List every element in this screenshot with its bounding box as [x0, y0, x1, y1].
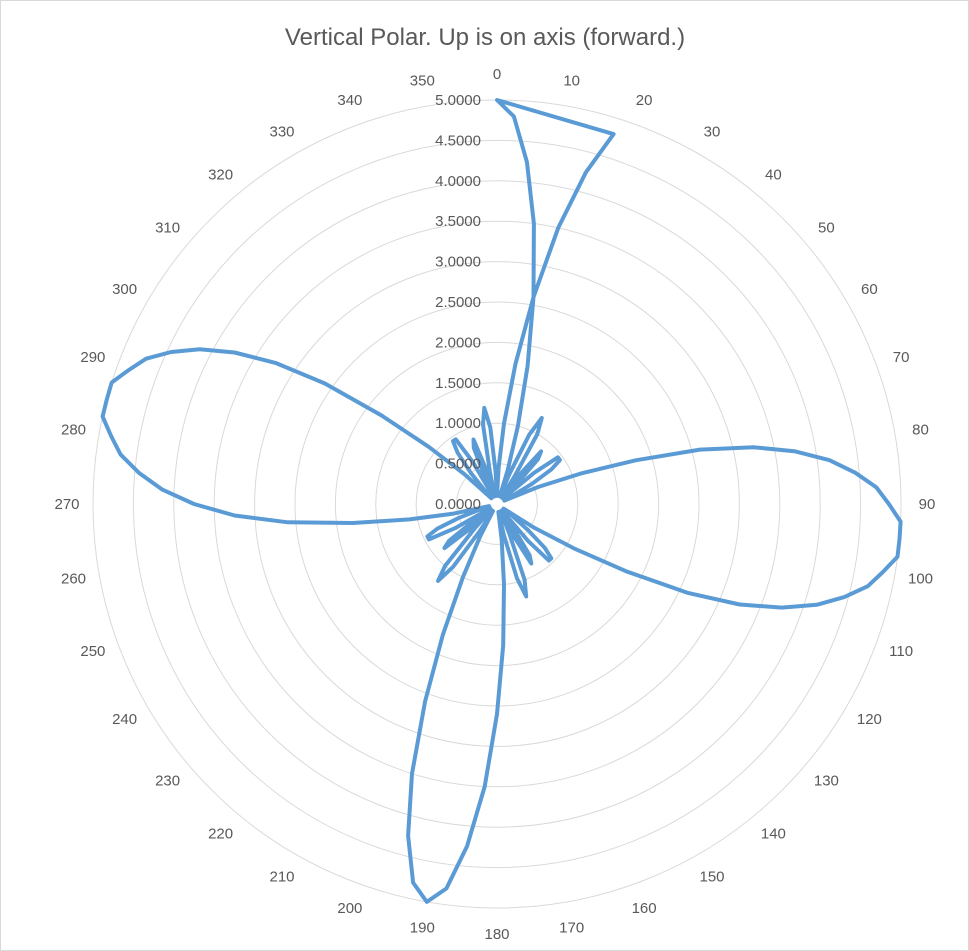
grid-ring	[375, 382, 619, 626]
angle-tick-label: 150	[699, 868, 724, 885]
radial-tick-label: 5.0000	[435, 92, 481, 109]
radial-tick-label: 3.5000	[435, 213, 481, 230]
radial-tick-label: 2.0000	[435, 334, 481, 351]
angle-tick-label: 80	[912, 421, 929, 438]
angle-tick-label: 140	[761, 825, 786, 842]
series-line	[100, 98, 903, 904]
angle-tick-label: 340	[337, 92, 362, 109]
radial-tick-label: 4.5000	[435, 132, 481, 149]
radial-tick-label: 2.5000	[435, 294, 481, 311]
angle-tick-label: 230	[155, 772, 180, 789]
radial-tick-label: 4.0000	[435, 173, 481, 190]
angle-tick-label: 160	[632, 900, 657, 917]
angle-axis-labels: 0 10 20 30 40 50 60 70 80 90 100 110 120 130 140 150 160…	[54, 66, 935, 943]
angle-tick-label: 100	[908, 571, 933, 588]
chart-title: Vertical Polar. Up is on axis (forward.)	[285, 24, 685, 51]
grid-ring	[173, 180, 821, 828]
angle-tick-label: 290	[80, 349, 105, 366]
angle-tick-label: 20	[636, 92, 653, 109]
grid-ring	[213, 220, 781, 788]
grid-ring	[294, 301, 700, 707]
angle-tick-label: 210	[269, 868, 294, 885]
angle-tick-label: 60	[861, 281, 878, 298]
angle-tick-label: 30	[704, 124, 721, 141]
radial-tick-label: 3.0000	[435, 254, 481, 271]
angle-tick-label: 350	[410, 73, 435, 90]
angle-tick-label: 330	[269, 124, 294, 141]
angle-tick-label: 0	[493, 66, 501, 83]
radial-tick-label: 1.5000	[435, 375, 481, 392]
series-layer	[100, 98, 903, 904]
angle-tick-label: 50	[818, 220, 835, 237]
radial-tick-label: 0.5000	[435, 456, 481, 473]
angle-tick-label: 300	[112, 281, 137, 298]
radial-tick-label: 0.0000	[435, 496, 481, 513]
grid-ring	[334, 341, 660, 667]
angle-tick-label: 180	[484, 926, 509, 943]
grid-rings	[92, 99, 902, 909]
angle-tick-label: 120	[857, 711, 882, 728]
radial-tick-label: 1.0000	[435, 415, 481, 432]
angle-tick-label: 190	[410, 920, 435, 937]
grid-ring	[132, 139, 862, 869]
angle-tick-label: 170	[559, 920, 584, 937]
angle-tick-label: 10	[563, 73, 580, 90]
angle-tick-label: 240	[112, 711, 137, 728]
angle-tick-label: 90	[919, 496, 936, 513]
grid-ring	[415, 422, 579, 586]
grid-ring	[456, 463, 538, 545]
angle-tick-label: 310	[155, 220, 180, 237]
angle-tick-label: 320	[208, 167, 233, 184]
angle-tick-label: 130	[814, 772, 839, 789]
radial-axis-labels: 0.0000 0.5000 1.0000 1.5000 2.0000 2.5000 3.00…	[435, 92, 481, 513]
angle-tick-label: 220	[208, 825, 233, 842]
angle-tick-label: 260	[61, 571, 86, 588]
angle-tick-label: 110	[889, 643, 913, 660]
angle-tick-label: 250	[80, 643, 105, 660]
angle-tick-label: 270	[54, 496, 79, 513]
angle-tick-label: 200	[337, 900, 362, 917]
angle-tick-label: 40	[765, 167, 782, 184]
grid-ring	[254, 261, 740, 747]
angle-tick-label: 280	[61, 421, 86, 438]
angle-tick-label: 70	[893, 349, 910, 366]
